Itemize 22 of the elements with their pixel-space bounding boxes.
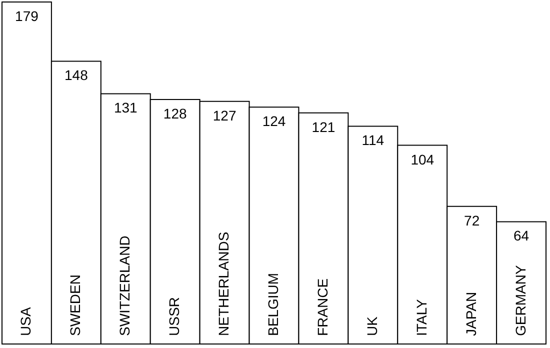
data-label: 114 [362,132,384,148]
x-tick-label: UK [364,316,380,336]
x-tick-label: BELGIUM [265,272,281,336]
x-tick-label: SWEDEN [67,274,84,336]
x-tick-label: ITALY [413,298,430,336]
data-label: 104 [410,151,434,168]
data-label: 148 [64,67,88,84]
data-label: 179 [15,8,39,24]
x-tick-label: USA [18,306,34,336]
x-tick-label: NETHERLANDS [216,232,232,336]
data-label: 121 [312,118,336,135]
x-tick-label: SWITZERLAND [116,236,133,336]
data-label: 128 [163,105,187,122]
x-tick-label: USSR [166,297,182,336]
x-tick-label: GERMANY [512,264,528,336]
x-tick-label: FRANCE [314,278,330,336]
data-label: 72 [464,212,480,228]
x-tick-label: JAPAN [462,292,479,336]
data-label: 124 [262,113,286,130]
data-label: 131 [114,100,138,116]
data-label: 127 [212,107,236,124]
data-label: 64 [513,228,530,244]
